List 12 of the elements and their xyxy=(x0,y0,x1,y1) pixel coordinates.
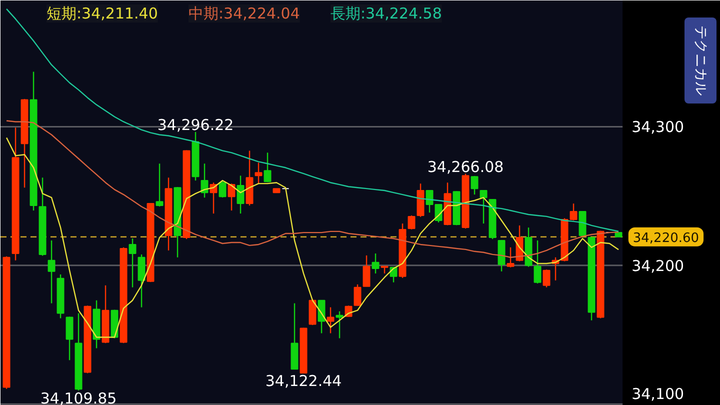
ref-line-label: 34,220.60 xyxy=(632,230,700,246)
text: テクニカル xyxy=(692,26,708,96)
text: 中期:34,224.04 xyxy=(188,4,300,22)
annotation: 34,109.85 xyxy=(40,389,117,405)
annotation: 34,122.44 xyxy=(265,372,342,390)
y-tick-label: 34,300 xyxy=(632,118,684,136)
annotation: 34,296.22 xyxy=(157,116,234,134)
y-tick-label: 34,200 xyxy=(632,256,684,275)
y-tick-label: 34,100 xyxy=(632,385,684,404)
text: 短期:34,211.40 xyxy=(46,4,158,22)
text: 長期:34,224.58 xyxy=(330,4,442,22)
annotation: 34,266.08 xyxy=(427,158,504,176)
